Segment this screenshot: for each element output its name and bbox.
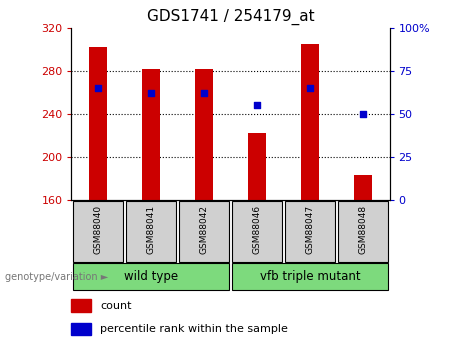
Title: GDS1741 / 254179_at: GDS1741 / 254179_at [147,9,314,25]
Bar [284,201,336,262]
Point [306,85,313,91]
Bar [72,263,230,290]
Text: GSM88042: GSM88042 [200,205,208,254]
Text: count: count [100,301,131,311]
Point [94,85,101,91]
Text: vfb triple mutant: vfb triple mutant [260,270,361,283]
Bar [71,299,90,312]
Point [148,90,155,96]
Bar [231,263,389,290]
Bar [337,201,389,262]
Bar [125,201,177,262]
Point [200,90,207,96]
Text: GSM88040: GSM88040 [94,205,102,254]
Bar [354,175,372,200]
Bar [195,69,213,200]
Bar [248,133,266,200]
Bar [72,201,124,262]
Point [254,102,261,108]
Text: GSM88041: GSM88041 [147,205,155,254]
Text: GSM88048: GSM88048 [359,205,367,254]
Text: wild type: wild type [124,270,178,283]
Point [359,111,366,117]
Bar [142,69,160,200]
Bar [71,323,90,335]
Text: GSM88047: GSM88047 [306,205,314,254]
Text: percentile rank within the sample: percentile rank within the sample [100,324,288,334]
Text: GSM88046: GSM88046 [253,205,261,254]
Bar [178,201,230,262]
Bar [301,44,319,200]
Bar [231,201,283,262]
Bar [89,47,107,200]
Text: genotype/variation ►: genotype/variation ► [5,272,108,282]
